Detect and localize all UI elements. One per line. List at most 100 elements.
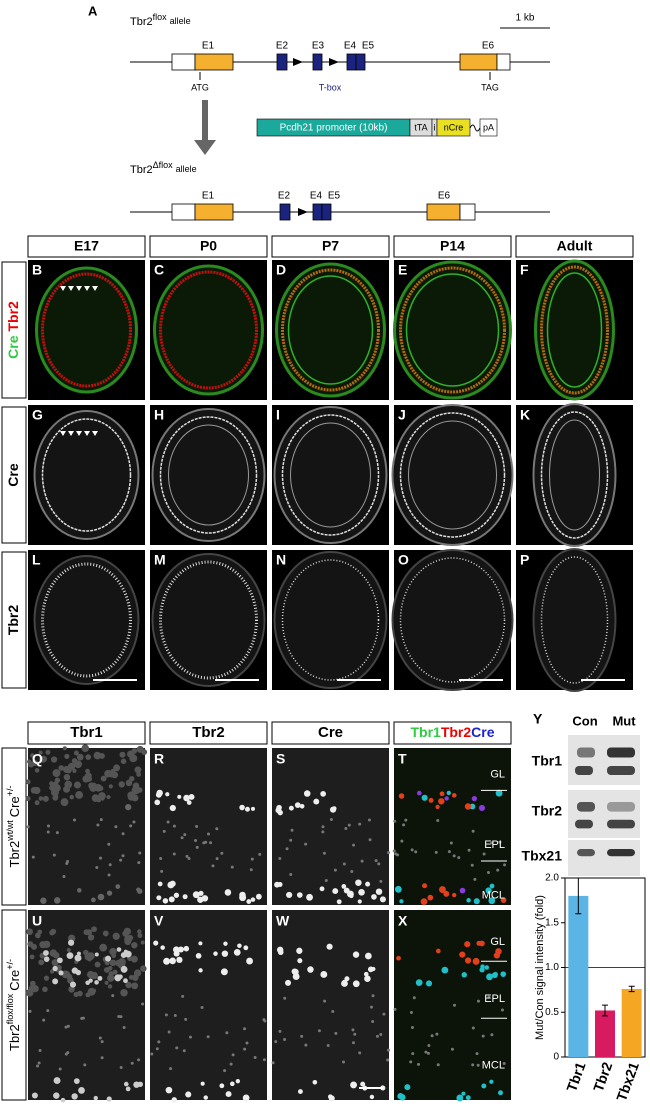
cell xyxy=(160,869,164,873)
cell xyxy=(141,749,148,755)
band xyxy=(607,747,635,758)
panel-letter: B xyxy=(32,262,42,278)
cell xyxy=(156,895,162,901)
band xyxy=(575,766,593,775)
cell xyxy=(172,824,176,828)
cell xyxy=(36,1064,40,1068)
cell xyxy=(364,975,371,982)
cell xyxy=(140,940,145,945)
label-part: Cre xyxy=(5,335,21,359)
layer xyxy=(287,275,374,385)
layer-label: MCL xyxy=(482,1060,505,1072)
cell xyxy=(102,930,109,937)
cell xyxy=(117,1015,121,1019)
cell xyxy=(412,996,416,1000)
cell xyxy=(206,1035,210,1039)
tissue xyxy=(532,403,617,547)
exon xyxy=(171,203,196,221)
cell xyxy=(71,967,79,974)
cell xyxy=(465,1095,471,1101)
cell xyxy=(434,850,438,854)
cell xyxy=(425,980,433,987)
row-label-box xyxy=(1,909,27,1101)
cell xyxy=(441,966,449,974)
cell xyxy=(169,957,176,965)
cell xyxy=(297,958,303,964)
cell xyxy=(415,979,423,986)
layer xyxy=(159,416,258,534)
arrowhead xyxy=(68,286,74,291)
cell xyxy=(203,1095,208,1100)
cell xyxy=(40,897,47,904)
cell xyxy=(74,954,82,962)
exon-label: E5 xyxy=(362,41,375,52)
cell xyxy=(461,972,467,978)
cell xyxy=(49,949,58,957)
panel-letter: N xyxy=(276,552,286,568)
exon-label: E3 xyxy=(312,41,325,52)
exon xyxy=(312,53,323,71)
cell xyxy=(344,826,348,830)
start-label: ATG xyxy=(191,82,209,92)
cell xyxy=(296,892,303,898)
cell xyxy=(341,884,347,889)
down-arrow xyxy=(194,100,216,155)
exon xyxy=(321,203,332,221)
cell xyxy=(416,790,422,796)
cell xyxy=(30,753,35,758)
cell xyxy=(124,935,133,944)
cell xyxy=(68,986,75,993)
cell xyxy=(73,1078,80,1084)
tissue xyxy=(532,548,617,692)
cell xyxy=(243,1027,247,1031)
cell xyxy=(237,943,242,949)
cell xyxy=(167,1030,171,1034)
panel-letter: C xyxy=(154,262,164,278)
y-axis-label: Mut/Con signal intensity (fold) xyxy=(534,895,546,1040)
exon xyxy=(194,53,234,71)
cell xyxy=(65,767,72,774)
column-header-box xyxy=(271,721,390,745)
cell xyxy=(119,1066,123,1070)
cell xyxy=(106,890,113,896)
cell xyxy=(485,887,492,894)
cell xyxy=(382,1012,386,1016)
cell xyxy=(183,794,190,802)
row-label: Tbr2 xyxy=(5,605,21,636)
micrograph xyxy=(272,748,389,905)
cell xyxy=(491,972,498,979)
layer xyxy=(399,266,506,394)
cell xyxy=(78,1087,85,1094)
blot-label: Tbr1 xyxy=(532,753,563,769)
cell xyxy=(410,848,414,852)
exon xyxy=(426,203,461,221)
cell xyxy=(347,823,351,827)
column-header-box xyxy=(271,235,390,258)
cell xyxy=(307,966,314,973)
cell xyxy=(239,891,246,899)
cell xyxy=(201,895,209,902)
cell xyxy=(122,930,129,937)
cell xyxy=(258,852,262,856)
cell xyxy=(461,1091,466,1096)
cell xyxy=(246,957,254,965)
cell xyxy=(42,1018,46,1022)
cell xyxy=(471,829,475,833)
layer xyxy=(41,418,132,532)
exon-label: E4 xyxy=(344,41,357,52)
cell xyxy=(276,946,284,954)
layer xyxy=(549,419,600,531)
cell xyxy=(76,753,84,761)
cell xyxy=(95,865,99,869)
panel-letter: O xyxy=(398,552,409,568)
cell xyxy=(64,1052,68,1056)
cell xyxy=(452,854,456,858)
cell xyxy=(439,791,445,797)
column-header: P7 xyxy=(322,238,339,254)
cell xyxy=(393,1007,397,1011)
row-label: Tbr2wt/wt Cre+/- xyxy=(5,786,22,868)
cell xyxy=(163,957,171,965)
cell xyxy=(444,796,449,801)
allele-title: Tbr2Δflox allele xyxy=(130,160,197,176)
cell xyxy=(398,793,405,799)
